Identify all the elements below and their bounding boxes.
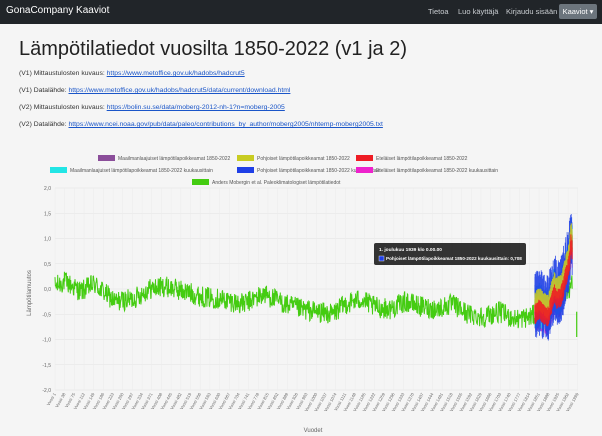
- y-axis-label: Lämpötilamuutos: [27, 270, 33, 316]
- nav-link-tietoa[interactable]: Tietoa: [428, 7, 449, 16]
- info-link-v1-datalahde[interactable]: https://www.metoffice.gov.uk/hadobs/hadc…: [68, 87, 291, 94]
- legend-label[interactable]: Maailmanlaajuiset lämpötilapoikkeamat 18…: [70, 168, 213, 174]
- info-line-v2-datalahde: (V2) Datalähde: https://www.ncei.noaa.go…: [19, 121, 383, 128]
- legend-swatch[interactable]: [192, 179, 209, 185]
- legend-label[interactable]: Pohjoiset lämpötilapoikkeamat 1850-2022: [257, 156, 350, 162]
- temperature-chart[interactable]: Maailmanlaajuiset lämpötilapoikkeamat 18…: [0, 150, 602, 436]
- y-tick-label: 1,0: [44, 237, 51, 243]
- legend-label[interactable]: Eteläiset lämpötilapoikkeamat 1850-2022: [376, 156, 468, 162]
- series-south-annual[interactable]: [534, 234, 573, 327]
- chart-tooltip: 1. joulukuu 1939 klo 0.00.00 Pohjoiset lä…: [374, 243, 526, 265]
- brand-link[interactable]: GonaCompany Kaaviot: [6, 5, 110, 16]
- legend-swatch[interactable]: [237, 167, 254, 173]
- info-label: (V2) Datalähde:: [19, 121, 69, 128]
- info-line-v1-kuvaus: (V1) Mittaustulosten kuvaus: https://www…: [19, 70, 245, 77]
- x-axis-label: Vuodet: [304, 428, 323, 434]
- series-moberg-line[interactable]: [54, 271, 573, 329]
- nav-link-kirjaudu[interactable]: Kirjaudu sisään: [506, 7, 558, 16]
- info-line-v2-kuvaus: (V2) Mittaustulosten kuvaus: https://bol…: [19, 104, 285, 111]
- legend-label[interactable]: Pohjoiset lämpötilapoikkeamat 1850-2022 …: [257, 168, 381, 174]
- chart-legend: Maailmanlaajuiset lämpötilapoikkeamat 18…: [50, 155, 498, 186]
- y-tick-label: 1,5: [44, 211, 51, 217]
- tooltip-title: 1. joulukuu 1939 klo 0.00.00: [379, 247, 442, 253]
- chart-grid: [54, 187, 578, 391]
- chart-series: [54, 213, 578, 341]
- legend-label[interactable]: Eteläiset lämpötilapoikkeamat 1850-2022 …: [376, 168, 498, 174]
- info-link-v2-datalahde[interactable]: https://www.ncei.noaa.gov/pub/data/paleo…: [68, 121, 383, 128]
- y-tick-label: -0,5: [42, 312, 51, 318]
- y-tick-labels: 2,0 1,5 1,0 0,5 0,0 -0,5 -1,0 -1,5 -2,0: [42, 186, 51, 394]
- tooltip-value: Pohjoiset lämpötilapoikkeamat 1850-2022 …: [386, 256, 522, 261]
- y-tick-label: -1,5: [42, 363, 51, 369]
- series-north-annual[interactable]: [534, 223, 573, 319]
- navbar: GonaCompany Kaaviot Tietoa Luo käyttäjä …: [0, 0, 602, 24]
- y-tick-label: -2,0: [42, 388, 51, 394]
- nav-link-luo-kayttaja[interactable]: Luo käyttäjä: [458, 7, 499, 16]
- legend-swatch[interactable]: [356, 155, 373, 161]
- info-label: (V1) Mittaustulosten kuvaus:: [19, 70, 107, 77]
- kaaviot-dropdown-button[interactable]: Kaaviot ▾: [559, 4, 597, 19]
- info-link-v2-kuvaus[interactable]: https://bolin.su.se/data/moberg-2012-nh-…: [106, 104, 285, 111]
- y-tick-label: 0,5: [44, 262, 51, 268]
- info-label: (V2) Mittaustulosten kuvaus:: [19, 104, 107, 111]
- y-tick-label: 2,0: [44, 186, 51, 192]
- info-label: (V1) Datalähde:: [19, 87, 69, 94]
- legend-label[interactable]: Anders Mobergin et al. Paleoklimatologis…: [212, 180, 341, 186]
- legend-swatch[interactable]: [50, 167, 67, 173]
- page-title: Lämpötilatiedot vuosilta 1850-2022 (v1 j…: [19, 38, 408, 60]
- legend-label[interactable]: Maailmanlaajuiset lämpötilapoikkeamat 18…: [118, 156, 231, 162]
- info-line-v1-datalahde: (V1) Datalähde: https://www.metoffice.go…: [19, 87, 290, 94]
- tooltip-box: [374, 243, 526, 265]
- legend-swatch[interactable]: [356, 167, 373, 173]
- legend-swatch[interactable]: [237, 155, 254, 161]
- y-tick-label: 0,0: [44, 287, 51, 293]
- y-tick-label: -1,0: [42, 338, 51, 344]
- tooltip-swatch: [378, 255, 385, 262]
- info-link-v1-kuvaus[interactable]: https://www.metoffice.gov.uk/hadobs/hadc…: [106, 70, 245, 77]
- x-tick-label: Vuosi 1: [46, 391, 58, 406]
- legend-swatch[interactable]: [98, 155, 115, 161]
